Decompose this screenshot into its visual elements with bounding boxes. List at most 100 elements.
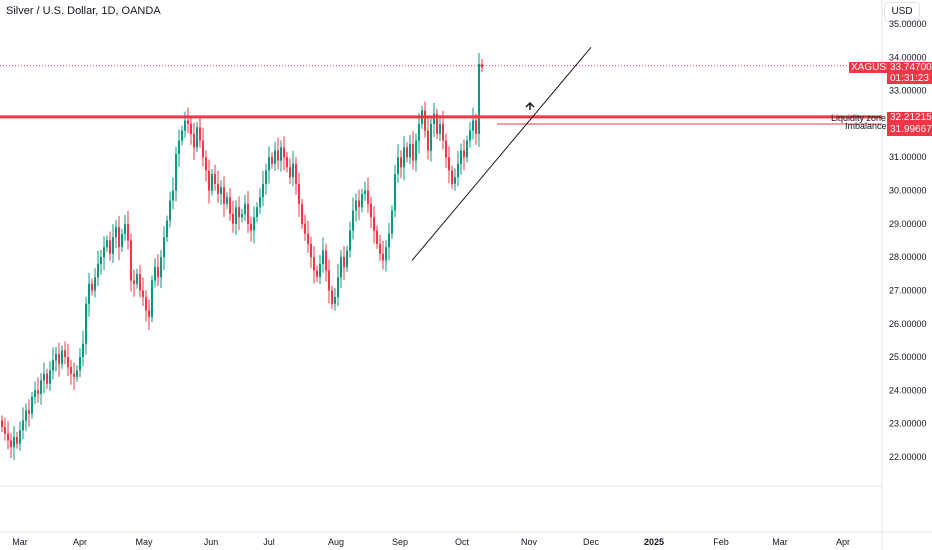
- candle: [340, 250, 342, 289]
- candle: [226, 192, 228, 209]
- candle: [55, 346, 57, 372]
- candle-body: [118, 227, 120, 248]
- candle: [217, 170, 219, 203]
- candle: [139, 264, 141, 298]
- x-tick-label: Dec: [583, 537, 600, 547]
- candle-body: [331, 290, 333, 304]
- candle: [385, 240, 387, 272]
- imbalance-label: Imbalance: [845, 121, 887, 131]
- candle-body: [250, 223, 252, 231]
- x-tick-label: Feb: [713, 537, 729, 547]
- candle-body: [475, 120, 477, 134]
- candle-body: [196, 127, 198, 148]
- candle: [115, 220, 117, 249]
- candle: [94, 268, 96, 298]
- candle-body: [247, 203, 249, 224]
- candle-body: [445, 140, 447, 158]
- candle: [142, 277, 144, 307]
- candle-body: [304, 223, 306, 234]
- candle-body: [145, 297, 147, 311]
- candle: [166, 215, 168, 243]
- candle: [244, 194, 246, 221]
- candle: [376, 225, 378, 249]
- candle: [268, 146, 270, 184]
- candle: [31, 392, 33, 419]
- candle: [172, 177, 174, 210]
- candle-body: [271, 157, 273, 164]
- candle: [277, 137, 279, 170]
- candle: [406, 142, 408, 163]
- candle: [466, 135, 468, 163]
- candle-body: [382, 253, 384, 261]
- candle: [367, 177, 369, 213]
- candle: [169, 191, 171, 228]
- candle-body: [142, 290, 144, 298]
- candle: [97, 250, 99, 287]
- candle-body: [232, 213, 234, 224]
- candle-body: [94, 277, 96, 291]
- candle: [409, 134, 411, 165]
- candle: [430, 116, 432, 162]
- candle-body: [172, 190, 174, 201]
- candle: [154, 258, 156, 288]
- candle-body: [463, 150, 465, 158]
- candle: [70, 360, 72, 385]
- candle: [247, 190, 249, 233]
- candle: [310, 236, 312, 269]
- candle: [298, 172, 300, 217]
- y-tick-label: 22.00000: [889, 452, 927, 462]
- candle: [22, 407, 24, 440]
- candle-body: [427, 130, 429, 151]
- x-tick-label: Apr: [73, 537, 87, 547]
- candle: [61, 345, 63, 369]
- candle: [145, 290, 147, 322]
- candle: [193, 122, 195, 161]
- y-tick-label: 25.00000: [889, 352, 927, 362]
- candle-body: [220, 187, 222, 194]
- candle: [58, 342, 60, 377]
- candle: [457, 150, 459, 187]
- candle-body: [61, 350, 63, 364]
- candle: [220, 180, 222, 205]
- candle-body: [292, 163, 294, 178]
- candle-body: [385, 247, 387, 261]
- y-tick-label: 26.00000: [889, 319, 927, 329]
- candle: [433, 102, 435, 137]
- candle-body: [70, 367, 72, 374]
- candle: [262, 170, 264, 207]
- candle-body: [379, 243, 381, 254]
- currency-button[interactable]: USD: [884, 2, 920, 22]
- candle: [475, 113, 477, 145]
- candle: [46, 368, 48, 389]
- candle-body: [442, 123, 444, 141]
- candle-body: [403, 147, 405, 168]
- candle: [313, 246, 315, 284]
- last-price-value: 33.74700: [890, 62, 932, 73]
- candle: [190, 116, 192, 145]
- candle: [223, 176, 225, 217]
- candle: [112, 224, 114, 263]
- candle-body: [217, 183, 219, 194]
- candle: [478, 52, 480, 147]
- candle-body: [412, 143, 414, 161]
- candle-body: [334, 297, 336, 304]
- candle: [133, 269, 135, 297]
- candle: [460, 143, 462, 175]
- candle: [403, 136, 405, 181]
- candle: [316, 265, 318, 283]
- candle-body: [19, 430, 21, 444]
- candle: [76, 365, 78, 383]
- candle: [412, 130, 414, 170]
- candle: [16, 432, 18, 449]
- candle: [469, 121, 471, 148]
- candle-body: [109, 240, 111, 254]
- up-arrow-icon: [525, 101, 535, 110]
- imbalance-price-tag: 31.99667: [887, 124, 932, 136]
- x-tick-label: Oct: [455, 537, 470, 547]
- candle-body: [361, 193, 363, 208]
- candle-body: [1, 420, 3, 428]
- candle-body: [436, 113, 438, 134]
- candle: [88, 272, 90, 317]
